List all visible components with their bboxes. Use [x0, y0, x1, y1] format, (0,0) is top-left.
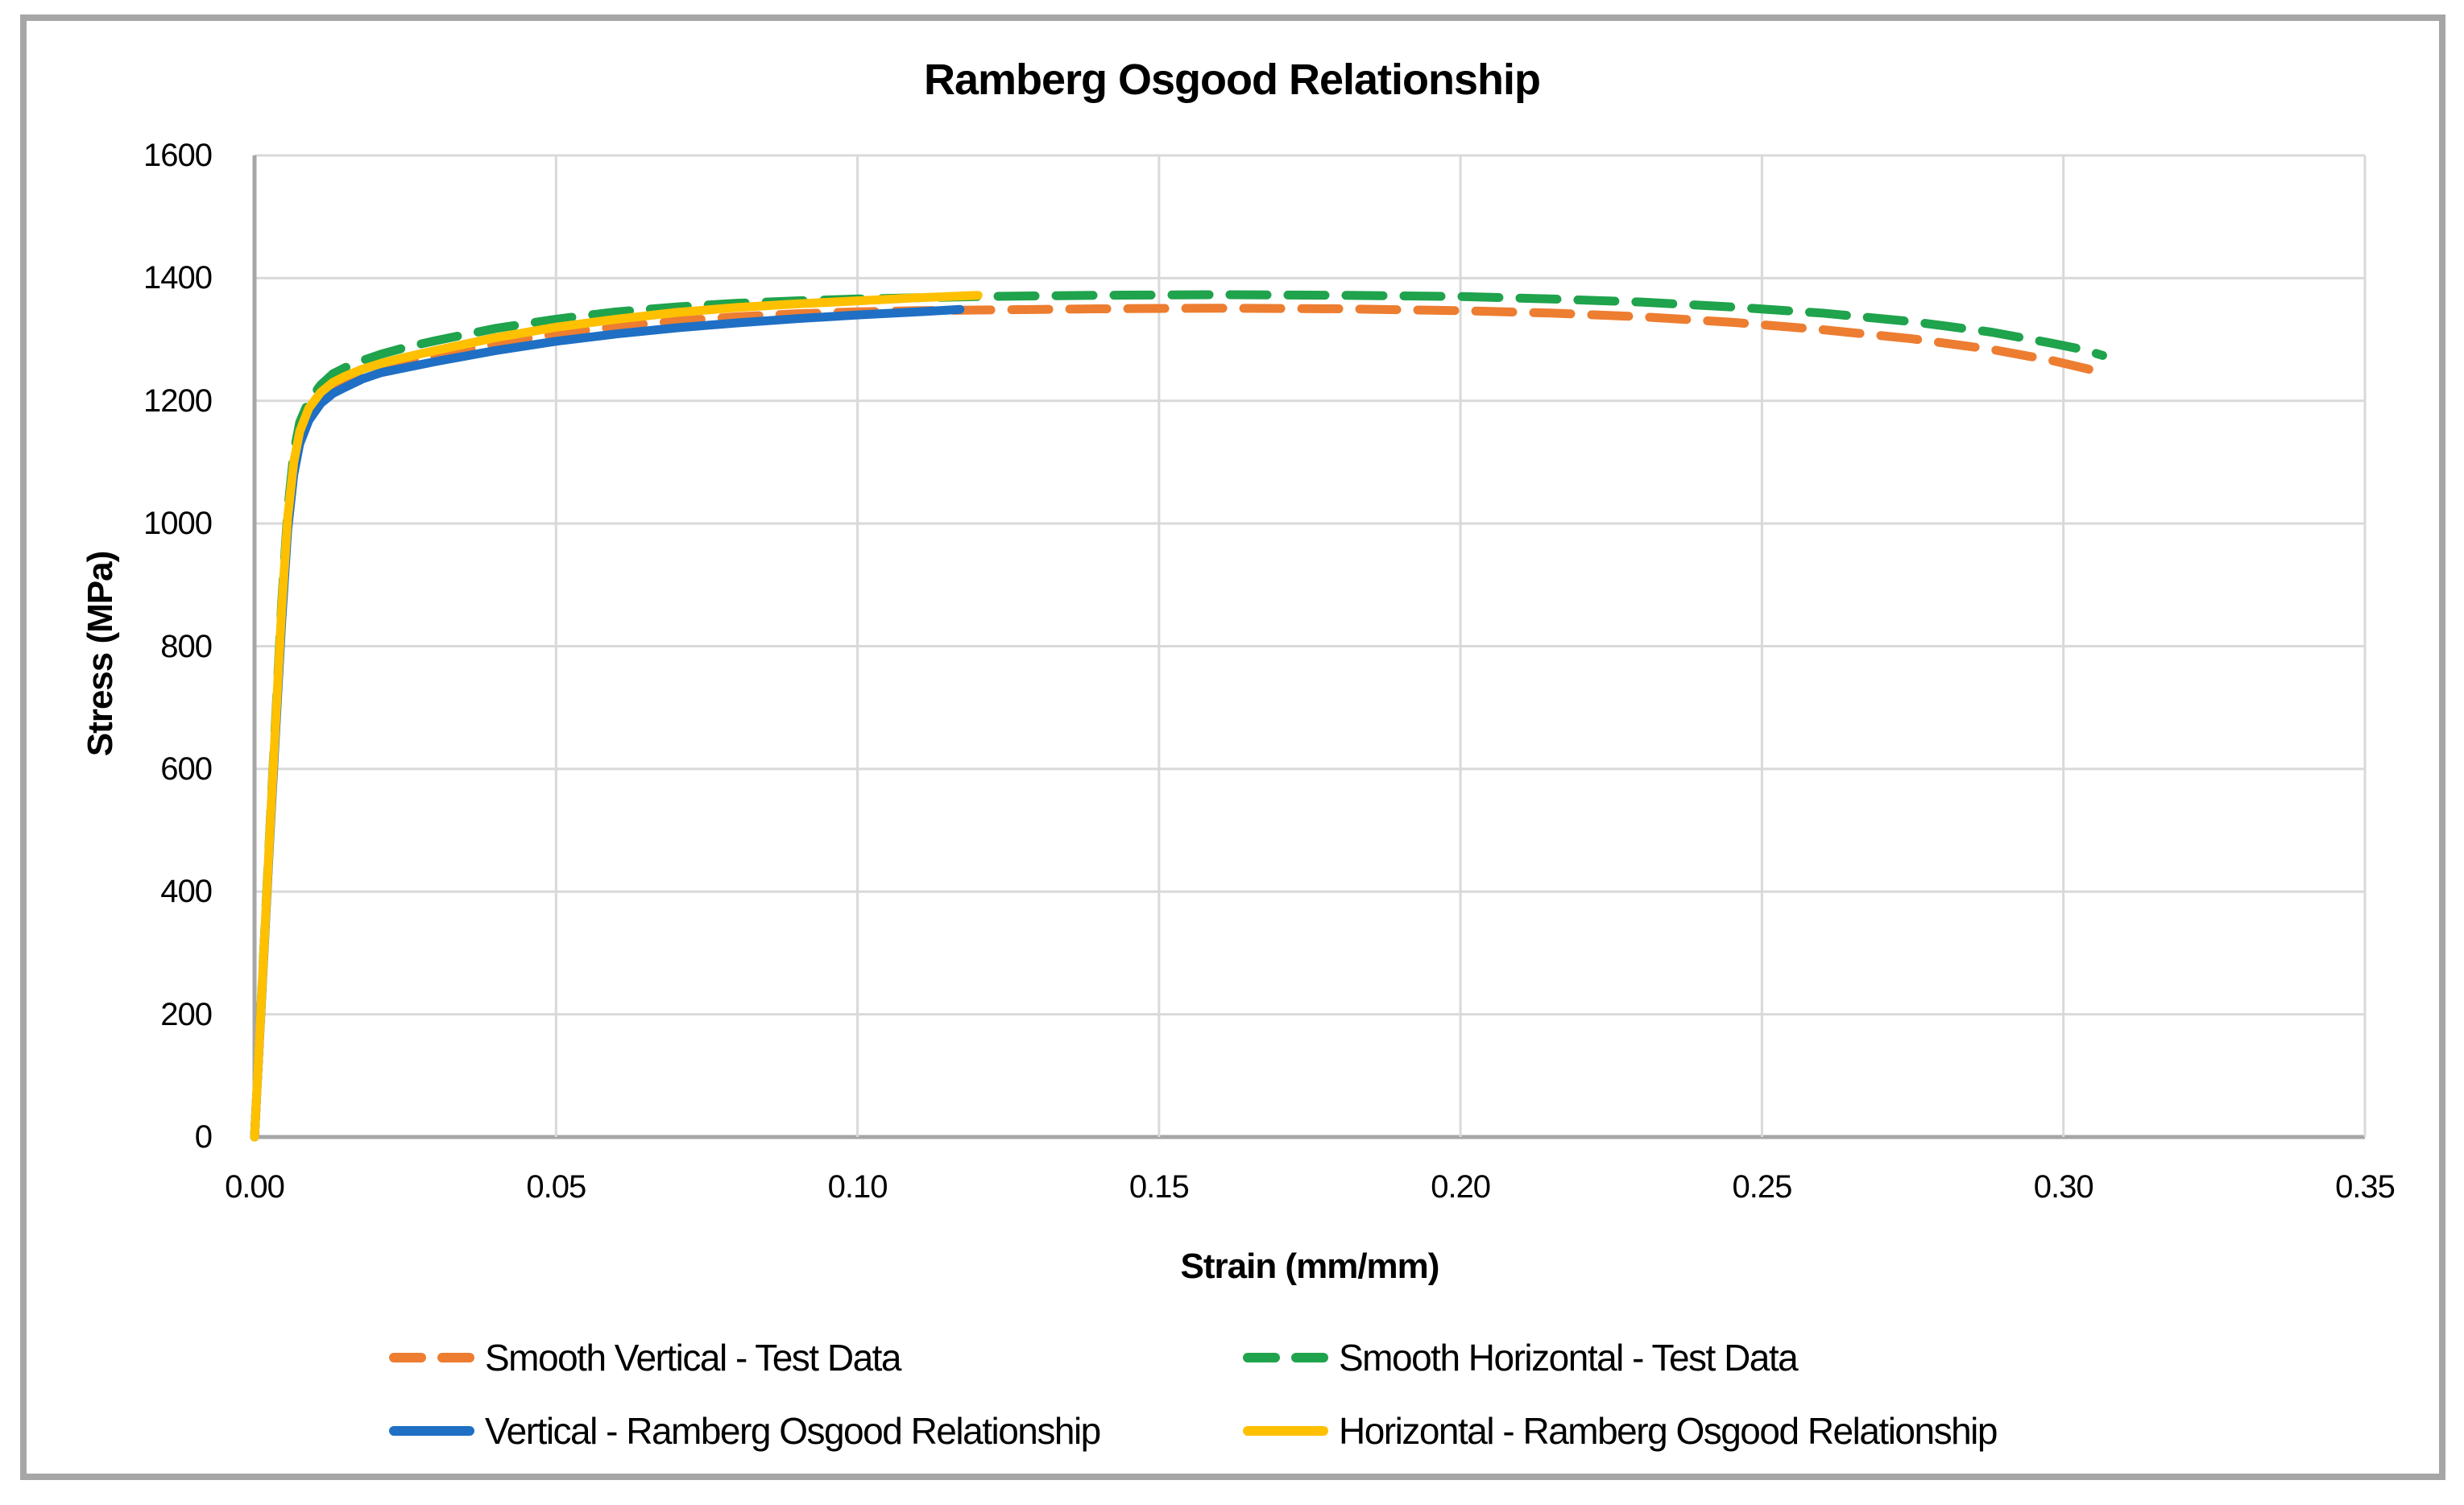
y-tick-label: 200: [160, 996, 213, 1032]
legend-label: Smooth Horizontal - Test Data: [1339, 1337, 1799, 1379]
x-tick-label: 0.10: [827, 1169, 888, 1205]
y-axis-title: Stress (MPa): [81, 551, 120, 757]
legend-item-horizontal-ramberg-osgood-relationship[interactable]: Horizontal - Ramberg Osgood Relationship: [1243, 1410, 1998, 1452]
solid-line-swatch-icon: [389, 1426, 474, 1436]
legend-item-smooth-vertical-test-data[interactable]: Smooth Vertical - Test Data: [389, 1337, 902, 1379]
legend-label: Vertical - Ramberg Osgood Relationship: [485, 1410, 1101, 1452]
y-tick-label: 600: [160, 750, 213, 787]
x-tick-label: 0.05: [526, 1169, 586, 1205]
x-tick-label: 0.15: [1128, 1169, 1190, 1205]
x-tick-label: 0.35: [2335, 1169, 2396, 1205]
legend-label: Smooth Vertical - Test Data: [485, 1337, 902, 1379]
series-horizontal-ramberg-osgood-relationship: [250, 291, 983, 1142]
solid-line-swatch-icon: [1243, 1426, 1328, 1436]
x-tick-label: 0.25: [1732, 1169, 1792, 1205]
x-axis-title: Strain (mm/mm): [1180, 1247, 1440, 1286]
y-tick-label: 0: [194, 1119, 213, 1155]
series-vertical-ramberg-osgood-relationship: [250, 304, 965, 1142]
chart-frame[interactable]: [20, 14, 2445, 1480]
dashed-line-swatch-icon: [1243, 1353, 1328, 1362]
y-tick-label: 1000: [143, 506, 213, 542]
chart-title: Ramberg Osgood Relationship: [923, 56, 1541, 104]
x-tick-label: 0.30: [2033, 1169, 2094, 1205]
legend-item-smooth-horizontal-test-data[interactable]: Smooth Horizontal - Test Data: [1243, 1337, 1799, 1379]
y-tick-label: 400: [160, 874, 213, 910]
legend-item-vertical-ramberg-osgood-relationship[interactable]: Vertical - Ramberg Osgood Relationship: [389, 1410, 1101, 1452]
dashed-line-swatch-icon: [389, 1353, 474, 1362]
y-tick-label: 1600: [143, 138, 213, 173]
y-tick-label: 1400: [143, 260, 213, 296]
x-tick-label: 0.00: [225, 1169, 285, 1205]
x-tick-label: 0.20: [1431, 1169, 1491, 1205]
series-smooth-vertical-test-data: [250, 304, 2105, 1142]
legend-label: Horizontal - Ramberg Osgood Relationship: [1339, 1410, 1998, 1452]
series-smooth-horizontal-test-data: [250, 290, 2107, 1142]
y-tick-label: 800: [160, 628, 213, 664]
y-tick-label: 1200: [143, 382, 213, 419]
